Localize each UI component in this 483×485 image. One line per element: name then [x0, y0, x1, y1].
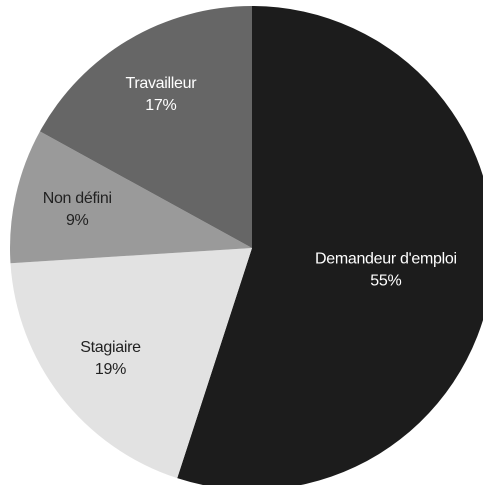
slice-label: Travailleur	[125, 75, 197, 92]
pie-slice	[10, 248, 252, 479]
slice-label: Demandeur d'emploi	[315, 250, 457, 267]
pie-slice	[10, 131, 253, 264]
pie-slice	[177, 6, 483, 485]
slice-value-label: 19%	[95, 361, 126, 378]
slice-label: Non défini	[43, 190, 112, 207]
slice-value-label: 9%	[66, 212, 89, 229]
slice-value-label: 17%	[145, 97, 176, 114]
slice-value-label: 55%	[370, 272, 401, 289]
pie-slice	[39, 6, 253, 248]
slice-label: Stagiaire	[80, 339, 141, 356]
